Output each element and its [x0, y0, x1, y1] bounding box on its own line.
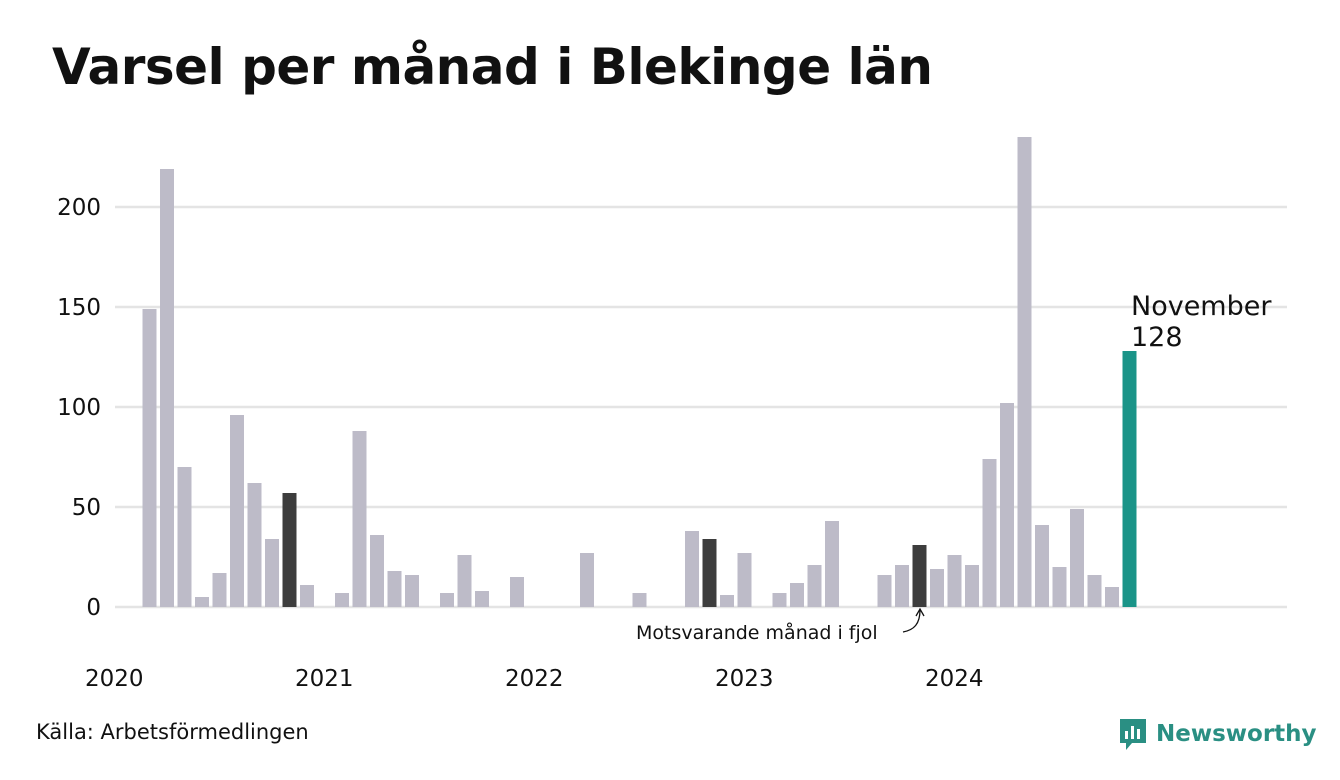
bar [877, 575, 892, 607]
bar [807, 565, 822, 607]
bar [457, 555, 472, 607]
y-tick-label: 150 [57, 295, 101, 321]
bars [142, 137, 1137, 607]
bar [825, 521, 839, 607]
brand-name: Newsworthy [1156, 721, 1317, 747]
current-month-value: 128 [1131, 322, 1183, 353]
source-note: Källa: Arbetsförmedlingen [36, 720, 309, 744]
bar [930, 569, 944, 607]
x-tick-label: 2023 [715, 666, 774, 692]
y-tick-label: 200 [57, 195, 101, 221]
bar [982, 459, 997, 607]
bar [1052, 567, 1067, 607]
bar-current-month [1122, 351, 1137, 607]
current-month-label: November [1131, 291, 1272, 322]
x-tick-label: 2021 [295, 666, 354, 692]
bar-chart: 0 50 100 150 200 2020 2021 2022 2023 2024 Novemb… [57, 137, 1287, 692]
bar [230, 415, 244, 607]
newsworthy-logo-icon [1120, 719, 1146, 750]
bar [160, 169, 174, 607]
same-month-note: Motsvarande månad i fjol [636, 621, 878, 644]
brand: Newsworthy [1118, 714, 1317, 754]
bar [685, 531, 699, 607]
bar [177, 467, 192, 607]
bar [370, 535, 384, 607]
bar [405, 575, 419, 607]
bar [1087, 575, 1102, 607]
bar [1070, 509, 1084, 607]
bar [895, 565, 909, 607]
y-tick-label: 50 [72, 495, 101, 521]
bar [387, 571, 402, 607]
x-axis: 2020 2021 2022 2023 2024 [85, 666, 984, 692]
bar [965, 565, 979, 607]
bar-same-month-last-year [912, 545, 927, 607]
chart-title: Varsel per månad i Blekinge län [52, 38, 933, 96]
bar [1105, 587, 1119, 607]
bar [212, 573, 227, 607]
bar [772, 593, 787, 607]
annotations: November 128 Motsvarande månad i fjol [636, 291, 1272, 644]
bar [720, 595, 734, 607]
y-axis: 0 50 100 150 200 [57, 195, 101, 621]
bar-same-month-last-year [702, 539, 717, 607]
same-month-arrow [902, 609, 921, 633]
y-tick-label: 0 [86, 595, 101, 621]
bar [475, 591, 489, 607]
bar [580, 553, 594, 607]
y-tick-label: 100 [57, 395, 101, 421]
bar [1000, 403, 1014, 607]
x-tick-label: 2020 [85, 666, 144, 692]
bar [632, 593, 647, 607]
bar [947, 555, 962, 607]
bar [142, 309, 157, 607]
bar [737, 553, 752, 607]
bar [510, 577, 524, 607]
bar [247, 483, 262, 607]
bar [300, 585, 314, 607]
bar [335, 593, 349, 607]
bar [1017, 137, 1032, 607]
x-tick-label: 2024 [925, 666, 984, 692]
bar [1035, 525, 1049, 607]
same-month-arrowhead [915, 607, 925, 617]
bar [440, 593, 454, 607]
bar-same-month-last-year [282, 493, 297, 607]
bar [265, 539, 279, 607]
bar [352, 431, 367, 607]
bar [195, 597, 209, 607]
x-tick-label: 2022 [505, 666, 564, 692]
bar [790, 583, 804, 607]
